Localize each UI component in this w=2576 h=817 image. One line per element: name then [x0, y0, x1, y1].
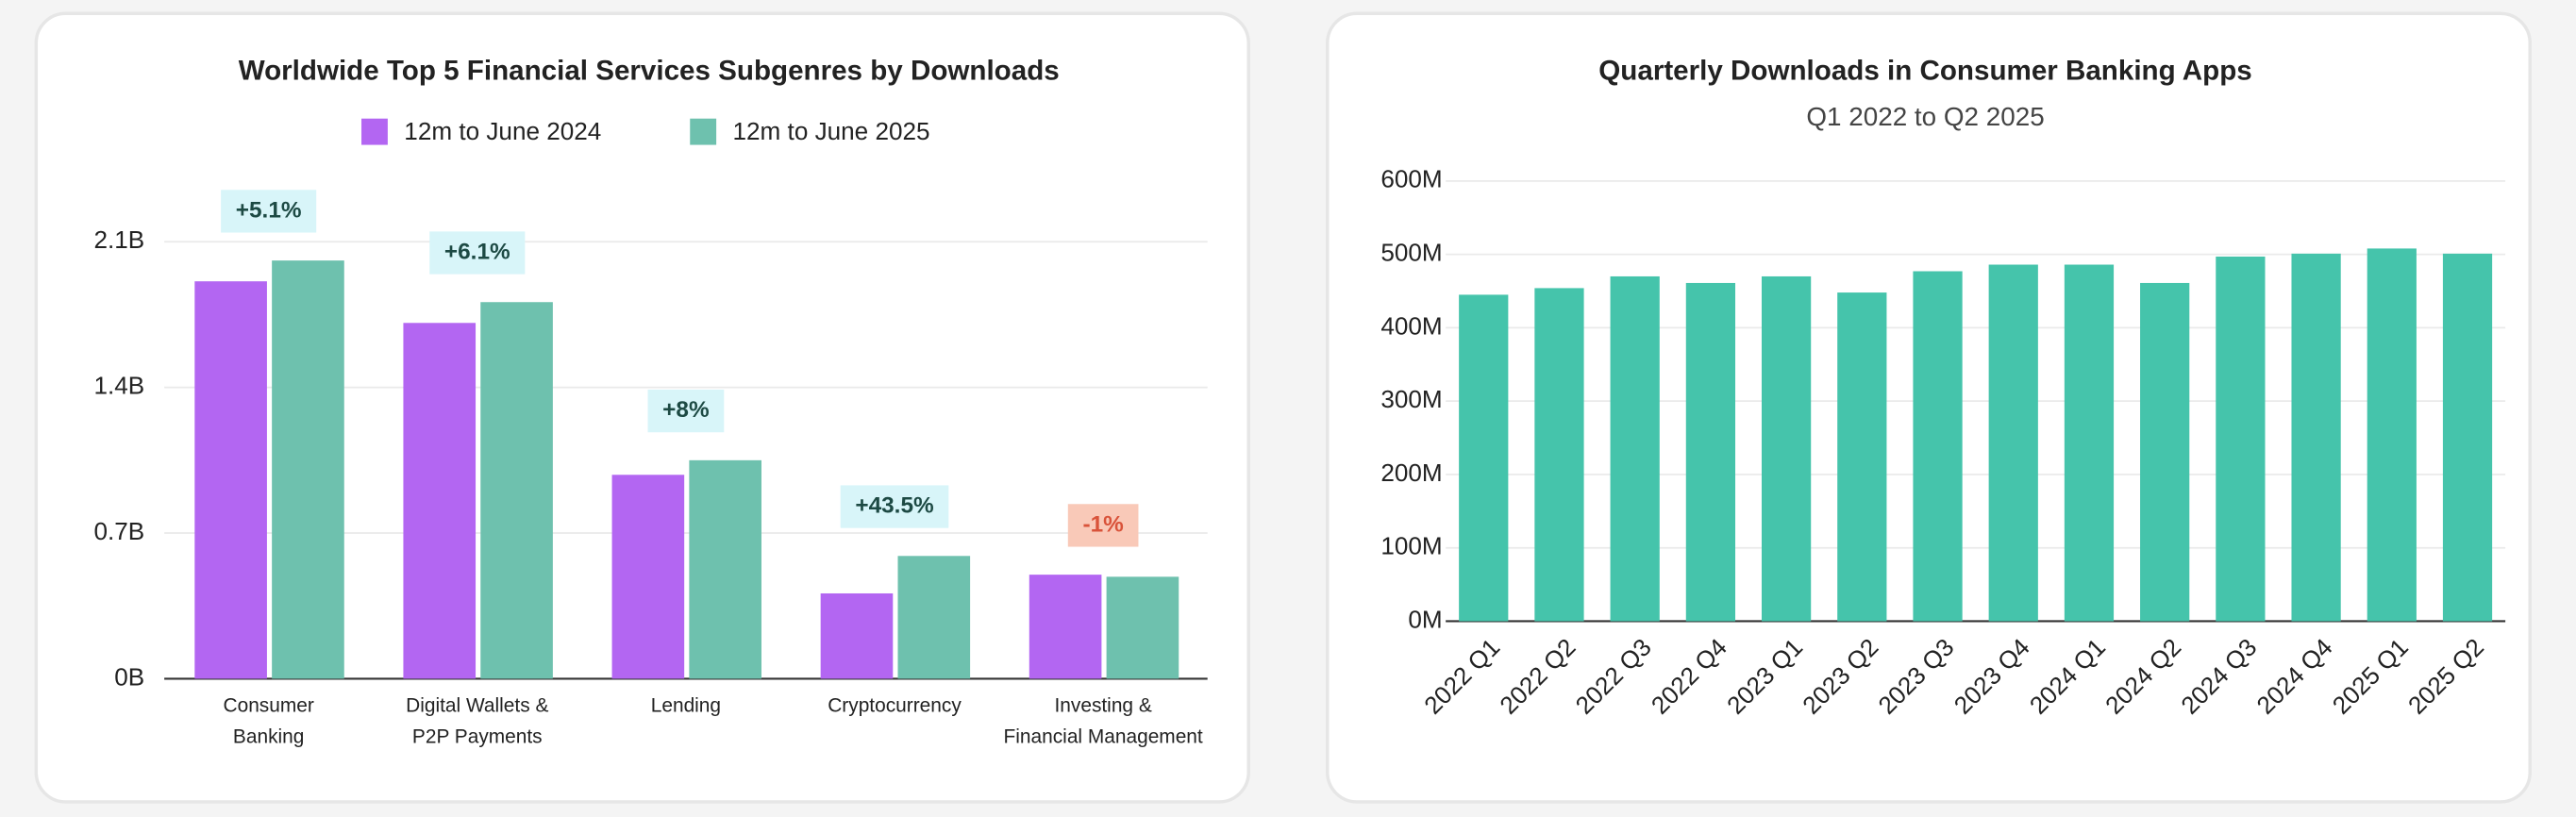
bar — [2442, 253, 2493, 622]
annotation-box — [647, 389, 725, 433]
annotation-box — [221, 190, 317, 233]
bar — [272, 260, 344, 679]
annotation: +43.5% — [855, 492, 934, 518]
bar — [194, 281, 267, 679]
chart-title: Quarterly Downloads in Consumer Banking … — [1598, 56, 2251, 87]
bar — [1029, 575, 1102, 679]
bar — [1837, 292, 1887, 622]
y-tick-label: 200M — [1380, 459, 1442, 487]
annotation: +6.1% — [444, 239, 510, 264]
bar — [1459, 294, 1509, 622]
bar — [897, 556, 971, 679]
x-tick-label: P2P Payments — [412, 726, 543, 748]
bar — [1913, 271, 1963, 622]
annotation-box — [840, 485, 949, 528]
bar — [2216, 256, 2266, 622]
x-tick-label: Banking — [233, 726, 304, 748]
annotation-box — [429, 231, 526, 275]
x-tick-label: Cryptocurrency — [828, 695, 962, 717]
bar — [1761, 275, 1812, 622]
x-tick-label: Consumer — [224, 695, 314, 717]
bar — [2367, 248, 2417, 622]
bar — [1610, 275, 1660, 622]
bar — [2140, 282, 2190, 622]
bar — [1988, 264, 2038, 622]
bar — [1106, 576, 1179, 679]
bar — [689, 459, 761, 679]
bar — [2291, 253, 2341, 622]
x-tick-label: Investing & — [1054, 695, 1151, 717]
y-tick-label: 600M — [1380, 165, 1442, 193]
y-tick-label: 0B — [114, 662, 144, 691]
annotation: -1% — [1082, 511, 1124, 537]
y-tick-label: 0.7B — [93, 517, 144, 545]
bar — [480, 302, 553, 679]
annotation: +8% — [662, 397, 710, 423]
annotation-box — [1067, 504, 1139, 547]
y-tick-label: 500M — [1380, 239, 1442, 267]
bar — [403, 323, 477, 679]
legend-swatch — [690, 118, 717, 145]
bar — [611, 475, 685, 679]
bar — [1685, 282, 1736, 622]
chart-title: Worldwide Top 5 Financial Services Subge… — [239, 56, 1060, 87]
y-tick-label: 1.4B — [93, 372, 144, 400]
y-tick-label: 2.1B — [93, 225, 144, 254]
x-tick-label: Financial Management — [1004, 726, 1203, 748]
y-tick-label: 0M — [1408, 605, 1442, 633]
x-tick-label: Digital Wallets & — [406, 695, 548, 717]
y-tick-label: 300M — [1380, 385, 1442, 413]
bar — [820, 592, 894, 679]
y-tick-label: 400M — [1380, 311, 1442, 340]
x-tick-label: Lending — [651, 695, 721, 717]
chart-subtitle: Q1 2022 to Q2 2025 — [1806, 102, 2044, 131]
annotation: +5.1% — [236, 197, 302, 223]
y-tick-label: 100M — [1380, 532, 1442, 560]
bar — [2064, 264, 2115, 622]
legend-label: 12m to June 2024 — [404, 117, 601, 145]
legend-swatch — [361, 118, 388, 145]
legend-label: 12m to June 2025 — [733, 117, 930, 145]
bar — [1534, 288, 1584, 622]
